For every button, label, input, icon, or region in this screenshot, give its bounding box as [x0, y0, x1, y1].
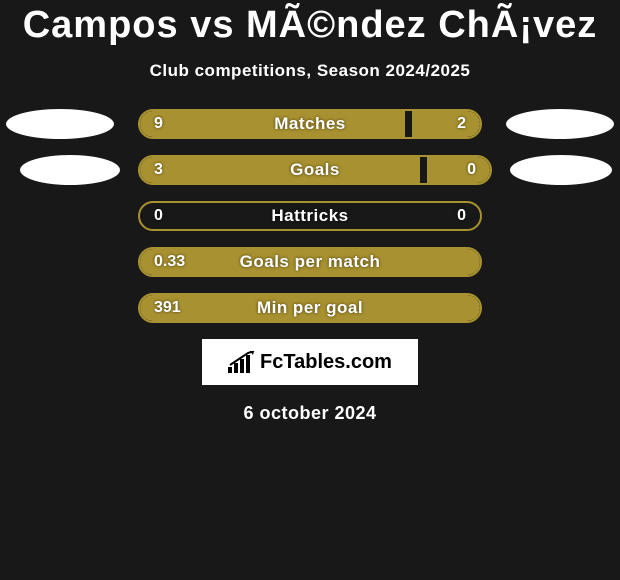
fctables-logo-text: FcTables.com: [260, 351, 392, 374]
stat-label: Min per goal: [140, 295, 480, 321]
player-avatar-left: [6, 109, 114, 139]
stat-bar: 3 Goals 0: [138, 155, 492, 185]
stat-value-right: 0: [467, 157, 476, 183]
stat-value-right: 0: [457, 203, 466, 229]
stat-row-mpg: 391 Min per goal: [0, 293, 620, 323]
stat-row-goals: 3 Goals 0: [0, 155, 620, 185]
stat-label: Goals: [140, 157, 490, 183]
player-avatar-right: [510, 155, 612, 185]
stat-label: Hattricks: [140, 203, 480, 229]
player-avatar-right: [506, 109, 614, 139]
stat-label: Matches: [140, 111, 480, 137]
comparison-widget: Campos vs MÃ©ndez ChÃ¡vez Club competiti…: [0, 0, 620, 424]
stat-bar: 391 Min per goal: [138, 293, 482, 323]
page-title: Campos vs MÃ©ndez ChÃ¡vez: [0, 4, 620, 47]
fctables-link[interactable]: FcTables.com: [202, 339, 418, 385]
stat-bar: 9 Matches 2: [138, 109, 482, 139]
fctables-logo-icon: [228, 351, 256, 373]
stat-row-matches: 9 Matches 2: [0, 109, 620, 139]
subtitle: Club competitions, Season 2024/2025: [0, 61, 620, 81]
stat-row-hattricks: 0 Hattricks 0: [0, 201, 620, 231]
player-avatar-left: [20, 155, 120, 185]
stat-bar: 0.33 Goals per match: [138, 247, 482, 277]
stat-label: Goals per match: [140, 249, 480, 275]
stat-bar: 0 Hattricks 0: [138, 201, 482, 231]
date-label: 6 october 2024: [0, 403, 620, 424]
stat-value-right: 2: [457, 111, 466, 137]
stat-row-gpm: 0.33 Goals per match: [0, 247, 620, 277]
